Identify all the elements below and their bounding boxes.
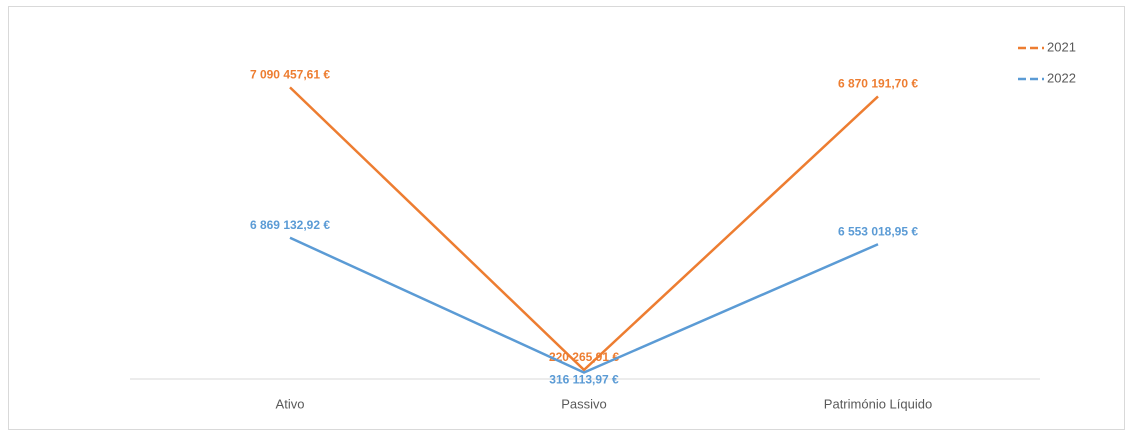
data-label: 316 113,97 € xyxy=(549,373,619,387)
x-tick-label: Passivo xyxy=(561,396,607,411)
legend-label: 2022 xyxy=(1047,70,1076,85)
data-label: 6 869 132,92 € xyxy=(250,218,330,232)
x-tick-label: Ativo xyxy=(276,396,305,411)
data-label: 6 870 191,70 € xyxy=(838,77,918,91)
data-label: 7 090 457,61 € xyxy=(250,68,330,82)
series-line xyxy=(289,86,879,372)
x-tick-label: Património Líquido xyxy=(824,396,932,411)
legend-label: 2021 xyxy=(1047,39,1076,54)
data-label: 220 265,91 € xyxy=(549,350,619,364)
data-label: 6 553 018,95 € xyxy=(838,224,918,238)
series-line xyxy=(289,236,879,374)
chart-frame xyxy=(8,6,1125,430)
